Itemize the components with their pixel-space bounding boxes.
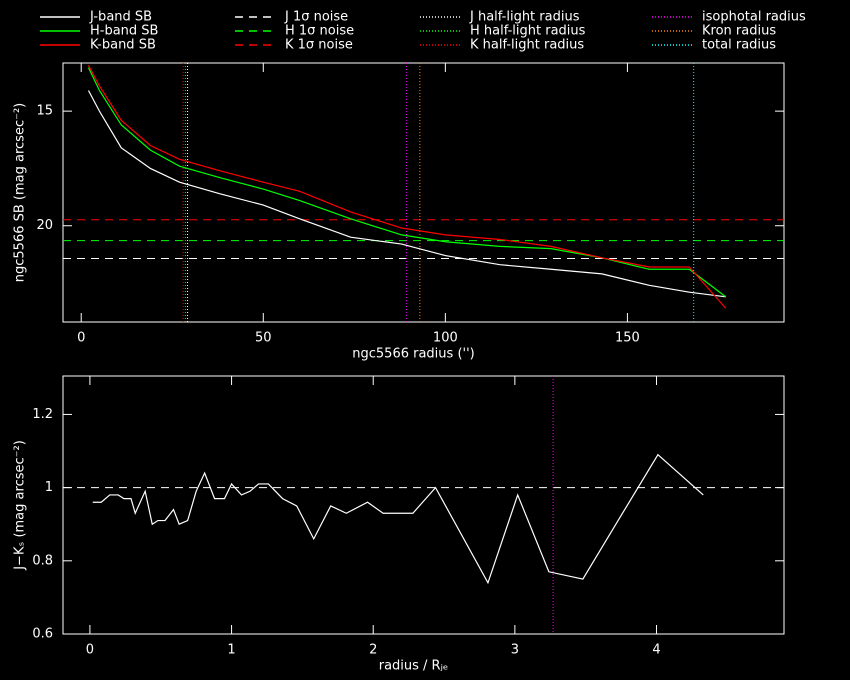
y-tick-label: 1 (45, 480, 53, 495)
legend-label: J 1σ noise (284, 10, 348, 25)
series-line (87, 90, 726, 298)
legend-label: J-band SB (89, 10, 152, 25)
x-tick-label: 3 (511, 643, 519, 658)
legend-label: Kron radius (702, 24, 776, 39)
y-tick-label: 20 (36, 218, 53, 233)
legend-label: K half-light radius (470, 38, 584, 53)
series-line (87, 67, 727, 298)
legend-label: H 1σ noise (285, 24, 354, 39)
legend-label: K 1σ noise (285, 38, 353, 53)
series-line (92, 453, 704, 585)
y-tick-label: 1.2 (32, 407, 53, 422)
x-axis-label: ngc5566 radius ('') (352, 347, 474, 362)
x-tick-label: 0 (77, 331, 85, 346)
legend-label: J half-light radius (469, 10, 580, 25)
x-tick-label: 50 (255, 331, 272, 346)
x-tick-label: 2 (369, 643, 377, 658)
y-tick-label: 0.8 (32, 553, 53, 568)
x-tick-label: 1 (227, 643, 235, 658)
y-axis-label: ngc5566 SB (mag arcsec⁻²) (13, 103, 28, 282)
legend-label: K-band SB (90, 38, 156, 53)
legend-label: H-band SB (90, 24, 158, 39)
legend-label: H half-light radius (470, 24, 586, 39)
legend-label: total radius (702, 38, 776, 53)
series-line (87, 65, 727, 309)
y-tick-label: 0.6 (32, 627, 53, 642)
x-tick-label: 4 (652, 643, 660, 658)
x-axis-label: radius / Rⱼₑ (379, 659, 449, 674)
plot-frame (62, 62, 785, 323)
x-tick-label: 150 (615, 331, 640, 346)
x-tick-label: 100 (433, 331, 458, 346)
plot-frame (62, 375, 785, 635)
y-tick-label: 15 (36, 104, 53, 119)
legend-label: isophotal radius (702, 10, 806, 25)
y-axis-label: J−Kₛ (mag arcsec⁻²) (13, 440, 28, 571)
x-tick-label: 0 (86, 643, 94, 658)
